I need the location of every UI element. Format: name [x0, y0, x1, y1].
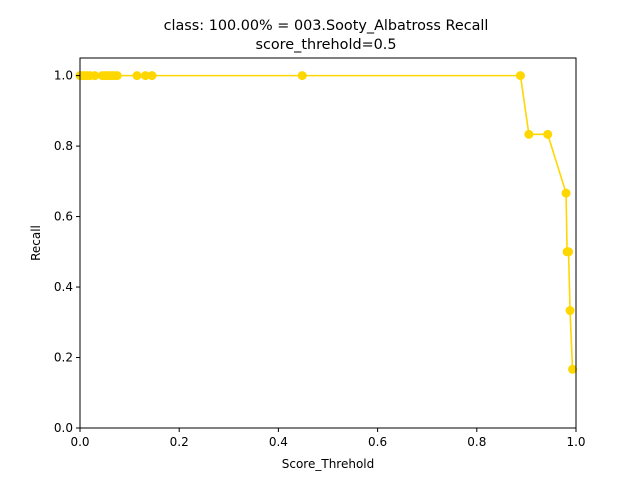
data-point [543, 129, 553, 139]
data-point [132, 71, 142, 81]
x-axis-label: Score_Threhold [282, 457, 375, 471]
data-point [515, 71, 525, 81]
y-tick-label: 1.0 [54, 69, 73, 83]
data-point [524, 129, 534, 139]
y-tick-label: 0.8 [54, 139, 73, 153]
data-point [561, 188, 571, 198]
x-tick-label: 1.0 [566, 435, 585, 449]
plot-area [80, 58, 576, 428]
y-axis-ticks: 0.0 0.2 0.4 0.6 0.8 1.0 [54, 69, 80, 435]
y-axis-label: Recall [29, 225, 43, 261]
data-point [90, 71, 100, 81]
data-point [564, 247, 574, 257]
y-tick-label: 0.4 [54, 280, 73, 294]
data-point [112, 71, 122, 81]
data-point [297, 71, 307, 81]
x-tick-label: 0.8 [467, 435, 486, 449]
x-tick-label: 0.2 [170, 435, 189, 449]
data-point [147, 71, 157, 81]
y-tick-label: 0.0 [54, 421, 73, 435]
plot-frame [79, 57, 577, 429]
chart-title: class: 100.00% = 003.Sooty_Albatross Rec… [164, 18, 489, 34]
x-tick-label: 0.4 [269, 435, 288, 449]
y-tick-label: 0.2 [54, 351, 73, 365]
data-point [565, 306, 575, 316]
chart-subtitle: score_threhold=0.5 [255, 37, 396, 53]
x-axis-ticks: 0.0 0.2 0.4 0.6 0.8 1.0 [70, 428, 586, 449]
y-tick-label: 0.6 [54, 210, 73, 224]
x-tick-label: 0.0 [70, 435, 89, 449]
data-point [568, 364, 578, 374]
x-tick-label: 0.6 [368, 435, 387, 449]
